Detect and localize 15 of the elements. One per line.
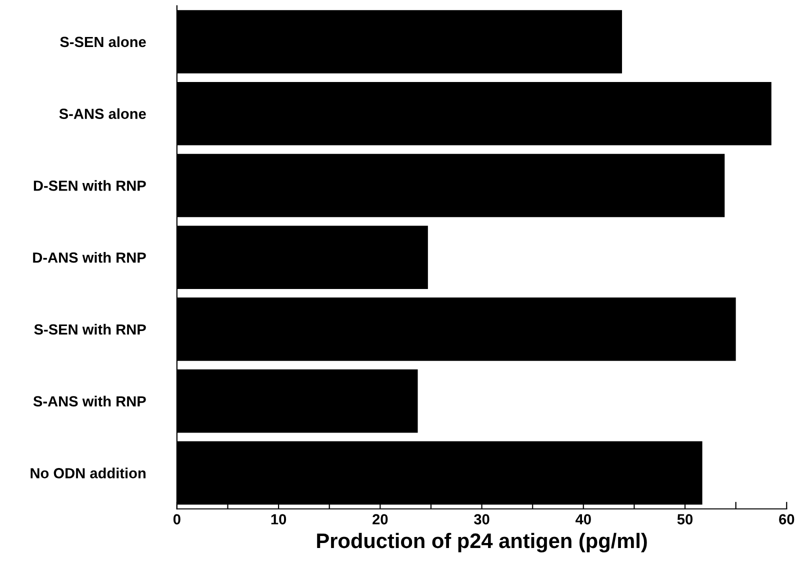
x-tick-label: 50 [677,514,693,524]
x-axis-title: Production of p24 antigen (pg/ml) [317,532,647,552]
x-tick-label: 20 [372,514,388,524]
x-tick-label: 30 [474,514,490,524]
y-tick-label: No ODN addition [30,468,146,478]
x-tick-label: 40 [576,514,591,524]
x-tick-label: 60 [779,514,794,524]
y-tick-label: D-ANS with RNP [33,252,146,263]
y-tick-label: S-SEN with RNP [34,324,146,335]
y-tick-label: D-SEN with RNP [34,180,146,191]
y-tick-label: S-SEN alone [60,36,146,48]
x-tick-label: 0 [173,514,180,524]
x-tick-label: 10 [271,514,286,524]
y-tick-label: S-ANS with RNP [33,396,146,406]
y-tick-label: S-ANS alone [59,108,146,119]
